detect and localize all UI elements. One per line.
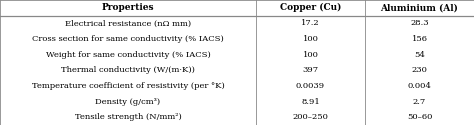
Bar xyxy=(0,94,256,109)
Text: 200–250: 200–250 xyxy=(292,113,328,121)
Bar xyxy=(256,47,365,62)
Text: 156: 156 xyxy=(411,35,428,43)
Text: Electrical resistance (nΩ mm): Electrical resistance (nΩ mm) xyxy=(65,19,191,28)
Text: Thermal conductivity (W/(m·K)): Thermal conductivity (W/(m·K)) xyxy=(61,66,195,74)
Bar xyxy=(0,109,256,125)
Bar xyxy=(0,16,256,31)
Bar xyxy=(256,31,365,47)
Bar xyxy=(256,0,365,16)
Text: 0.004: 0.004 xyxy=(408,82,431,90)
Bar xyxy=(365,47,474,62)
Text: 397: 397 xyxy=(302,66,319,74)
Bar xyxy=(365,94,474,109)
Text: 100: 100 xyxy=(302,35,319,43)
Text: Density (g/cm³): Density (g/cm³) xyxy=(95,98,161,106)
Bar xyxy=(365,109,474,125)
Text: 17.2: 17.2 xyxy=(301,19,320,28)
Text: 2.7: 2.7 xyxy=(413,98,426,106)
Bar xyxy=(0,0,256,16)
Bar xyxy=(365,78,474,94)
Bar xyxy=(0,47,256,62)
Bar xyxy=(365,62,474,78)
Bar xyxy=(256,94,365,109)
Bar xyxy=(256,16,365,31)
Text: 0.0039: 0.0039 xyxy=(296,82,325,90)
Bar xyxy=(365,0,474,16)
Bar xyxy=(0,31,256,47)
Bar xyxy=(0,78,256,94)
Bar xyxy=(256,62,365,78)
Text: 54: 54 xyxy=(414,51,425,59)
Text: Properties: Properties xyxy=(102,3,154,12)
Text: 8.91: 8.91 xyxy=(301,98,320,106)
Bar xyxy=(365,16,474,31)
Bar xyxy=(0,62,256,78)
Bar xyxy=(365,31,474,47)
Text: Weight for same conductivity (% IACS): Weight for same conductivity (% IACS) xyxy=(46,51,210,59)
Text: 50–60: 50–60 xyxy=(407,113,432,121)
Bar xyxy=(256,109,365,125)
Bar xyxy=(256,78,365,94)
Text: 28.3: 28.3 xyxy=(410,19,429,28)
Text: 100: 100 xyxy=(302,51,319,59)
Text: Aluminium (Al): Aluminium (Al) xyxy=(381,3,458,12)
Text: Copper (Cu): Copper (Cu) xyxy=(280,3,341,12)
Text: Cross section for same conductivity (% IACS): Cross section for same conductivity (% I… xyxy=(32,35,224,43)
Text: Tensile strength (N/mm²): Tensile strength (N/mm²) xyxy=(74,113,182,121)
Text: 230: 230 xyxy=(411,66,428,74)
Text: Temperature coefficient of resistivity (per °K): Temperature coefficient of resistivity (… xyxy=(32,82,224,90)
